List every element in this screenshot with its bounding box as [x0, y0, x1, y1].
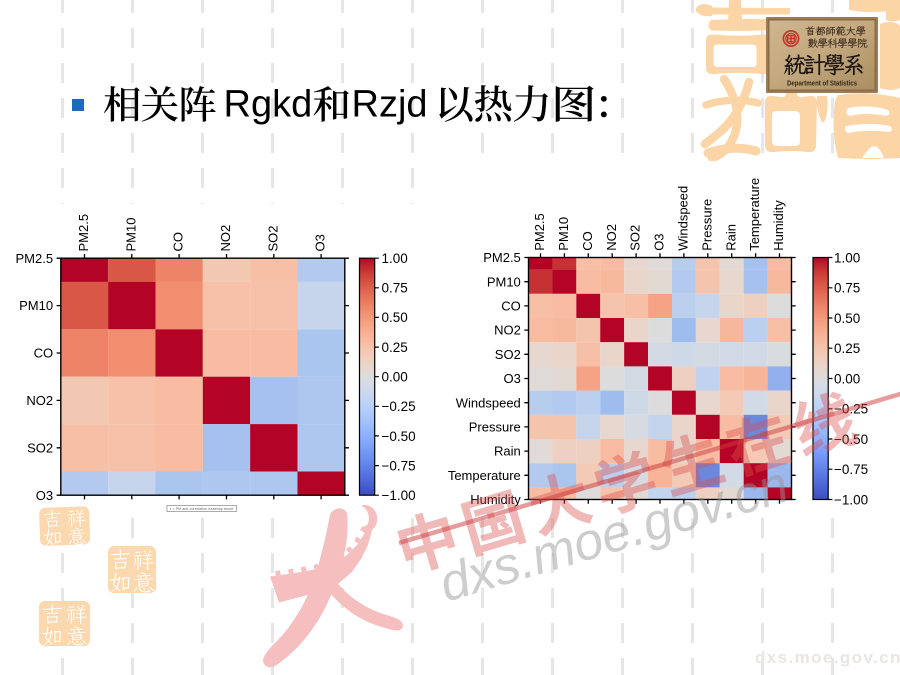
svg-text:Pressure: Pressure	[469, 420, 521, 435]
svg-text:Rain: Rain	[494, 444, 521, 459]
svg-text:PM2.5: PM2.5	[76, 214, 91, 252]
svg-text:PM10: PM10	[123, 218, 138, 252]
svg-text:1.00: 1.00	[382, 251, 408, 266]
svg-text:−0.75: −0.75	[382, 458, 416, 473]
svg-text:0.25: 0.25	[834, 341, 860, 356]
svg-text:CO: CO	[580, 231, 595, 251]
svg-text:0.75: 0.75	[834, 281, 860, 296]
svg-text:Windspeed: Windspeed	[676, 186, 691, 251]
svg-text:SO2: SO2	[628, 225, 643, 251]
svg-text:NO2: NO2	[604, 224, 619, 251]
svg-text:0.75: 0.75	[382, 281, 408, 296]
svg-text:O3: O3	[313, 234, 328, 251]
svg-text:r = PM anti-correlation heatma: r = PM anti-correlation heatmap result	[170, 507, 233, 511]
svg-text:Temperature: Temperature	[448, 468, 521, 483]
svg-text:Department of Statistics: Department of Statistics	[787, 80, 857, 87]
svg-text:CO: CO	[501, 299, 521, 314]
svg-text:O3: O3	[503, 371, 520, 386]
svg-text:0.00: 0.00	[834, 371, 860, 386]
svg-text:PM2.5: PM2.5	[16, 251, 54, 266]
svg-text:SO2: SO2	[265, 225, 280, 251]
svg-text:PM10: PM10	[19, 298, 53, 313]
svg-text:−1.00: −1.00	[834, 492, 868, 507]
svg-text:PM10: PM10	[556, 217, 571, 251]
svg-text:NO2: NO2	[26, 393, 53, 408]
svg-text:−0.25: −0.25	[382, 399, 416, 414]
svg-text:PM2.5: PM2.5	[532, 213, 547, 251]
svg-text:Humidity: Humidity	[470, 492, 521, 507]
svg-text:Windspeed: Windspeed	[456, 395, 521, 410]
svg-text:0.50: 0.50	[382, 310, 408, 325]
svg-text:CO: CO	[171, 232, 186, 252]
svg-text:Rgkd: Rgkd	[224, 84, 313, 126]
svg-text:PM10: PM10	[487, 274, 521, 289]
svg-text:−0.50: −0.50	[382, 429, 416, 444]
svg-text:−1.00: −1.00	[382, 488, 416, 503]
svg-text:CO: CO	[34, 346, 54, 361]
svg-text:Rain: Rain	[723, 224, 738, 251]
svg-text:0.00: 0.00	[382, 370, 408, 385]
svg-text:O3: O3	[36, 488, 53, 503]
svg-text:SO2: SO2	[495, 347, 521, 362]
svg-text:Rzjd: Rzjd	[352, 84, 428, 126]
svg-text:−0.75: −0.75	[834, 462, 868, 477]
svg-text:Temperature: Temperature	[747, 178, 762, 251]
svg-text:O3: O3	[652, 233, 667, 250]
svg-text:Humidity: Humidity	[771, 200, 786, 251]
svg-text:NO2: NO2	[218, 225, 233, 252]
svg-text:0.50: 0.50	[834, 311, 860, 326]
svg-text:PM2.5: PM2.5	[483, 250, 521, 265]
svg-text:Pressure: Pressure	[699, 199, 714, 251]
svg-text:SO2: SO2	[27, 440, 53, 455]
svg-text:0.25: 0.25	[382, 340, 408, 355]
svg-text:1.00: 1.00	[834, 250, 860, 265]
svg-text:NO2: NO2	[494, 323, 521, 338]
svg-text:−0.50: −0.50	[834, 432, 868, 447]
